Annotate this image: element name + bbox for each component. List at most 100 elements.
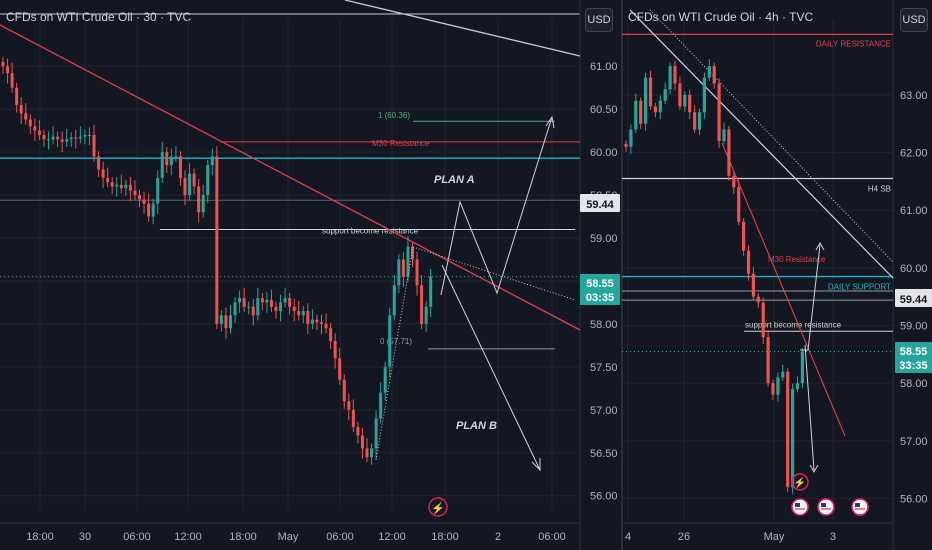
right-candle [678, 83, 682, 107]
left-candle [24, 113, 28, 120]
right-price-tick: 62.00 [900, 148, 928, 160]
left-price-tag-countdown-bg [580, 290, 620, 305]
right-candle [653, 106, 657, 113]
right-price-tick: 57.00 [900, 436, 928, 448]
left-chart-30m[interactable]: CFDs on WTI Crude Oil · 30 · TVC61.0060.… [0, 0, 620, 550]
left-candle [142, 199, 146, 204]
left-price-tag-level: 59.44 [586, 199, 614, 211]
right-candle [683, 94, 687, 107]
left-candle [219, 315, 223, 324]
left-candle [119, 184, 123, 189]
left-currency-button[interactable]: USD [585, 8, 613, 32]
right-candle [707, 66, 711, 78]
right-currency-button[interactable]: USD [900, 8, 928, 32]
right-candle [786, 371, 790, 487]
left-candle [174, 156, 178, 158]
left-price-tag-last: 58.55 [586, 278, 614, 290]
right-daily-support-label: DAILY SUPPORT [828, 283, 891, 292]
left-time-tick: 06:00 [123, 531, 151, 543]
right-candle [639, 100, 643, 124]
left-candle [60, 139, 64, 142]
left-candle [388, 315, 392, 367]
left-price-tag-level-bg [580, 194, 620, 212]
right-price-tag-level-bg [895, 289, 932, 307]
left-candle [383, 366, 387, 393]
left-price-tick: 59.00 [590, 233, 618, 245]
right-price-tick: 60.00 [900, 263, 928, 275]
left-price-tick: 60.00 [590, 147, 618, 159]
left-candle [265, 299, 269, 303]
left-candle [87, 134, 91, 136]
left-time-tick: 2 [495, 531, 501, 543]
left-candle [365, 448, 369, 458]
left-candle [169, 156, 173, 166]
left-time-tick: 30 [79, 531, 91, 543]
right-candle [737, 187, 741, 222]
left-candle [37, 130, 41, 135]
left-candle [151, 203, 155, 217]
left-fib-1-label: 1 (60.36) [378, 111, 410, 120]
left-candle [51, 136, 55, 140]
right-flag-canton [855, 503, 860, 507]
right-time-tick: 26 [678, 531, 690, 543]
right-price-tag-last-bg [895, 342, 932, 359]
right-time-tick: 3 [830, 531, 836, 543]
left-candle [147, 203, 151, 217]
left-price-tick: 57.00 [590, 405, 618, 417]
right-plan-b-arrowhead [809, 464, 819, 474]
right-price-tag-level: 59.44 [900, 294, 928, 306]
left-candle [269, 299, 273, 307]
left-plan-a-arrowhead [545, 115, 555, 129]
left-time-tick: 18:00 [26, 531, 54, 543]
right-candle [771, 383, 775, 395]
left-plan-b-label: PLAN B [456, 420, 497, 432]
right-candle [776, 377, 780, 395]
left-candle [360, 435, 364, 449]
left-price-tick: 60.50 [590, 104, 618, 116]
left-candle [138, 195, 141, 200]
left-candle [156, 177, 160, 204]
right-price-tick: 63.00 [900, 90, 928, 102]
left-candle [306, 311, 310, 324]
right-candle [663, 89, 667, 101]
left-candle [279, 302, 283, 312]
left-candle [406, 246, 410, 277]
right-candle [702, 77, 706, 113]
right-lightning-icon [791, 473, 809, 491]
right-time-tick: May [764, 531, 785, 543]
left-plan-b-path [441, 264, 541, 471]
right-candle [712, 66, 716, 84]
left-candle [379, 392, 383, 419]
left-candle [274, 306, 278, 312]
left-candle [42, 134, 46, 140]
left-candle [333, 341, 337, 359]
left-candle [347, 401, 351, 410]
right-time-tick: 4 [625, 531, 631, 543]
right-candle [658, 100, 662, 113]
left-candle [315, 319, 319, 323]
left-candle [429, 276, 433, 307]
left-background [0, 0, 620, 550]
right-candle [697, 112, 702, 130]
left-candle [178, 156, 182, 178]
left-top-trendline [344, 0, 581, 57]
left-candle [247, 306, 251, 308]
left-candle [215, 156, 219, 324]
left-candle [183, 177, 187, 196]
left-candle [74, 137, 78, 139]
left-candle [351, 409, 355, 427]
left-candle [342, 379, 346, 402]
left-candle [47, 139, 50, 141]
left-candle [160, 152, 164, 178]
left-time-tick: 06:00 [538, 531, 566, 543]
right-candle [761, 302, 765, 338]
left-candle [238, 298, 242, 303]
right-plan-a-arrowhead [815, 241, 825, 251]
left-candle [374, 418, 378, 449]
right-price-tick: 61.00 [900, 205, 928, 217]
right-price-tick: 56.00 [900, 493, 928, 505]
left-candle [283, 298, 287, 303]
right-candle [751, 273, 755, 297]
left-candle [260, 298, 264, 303]
